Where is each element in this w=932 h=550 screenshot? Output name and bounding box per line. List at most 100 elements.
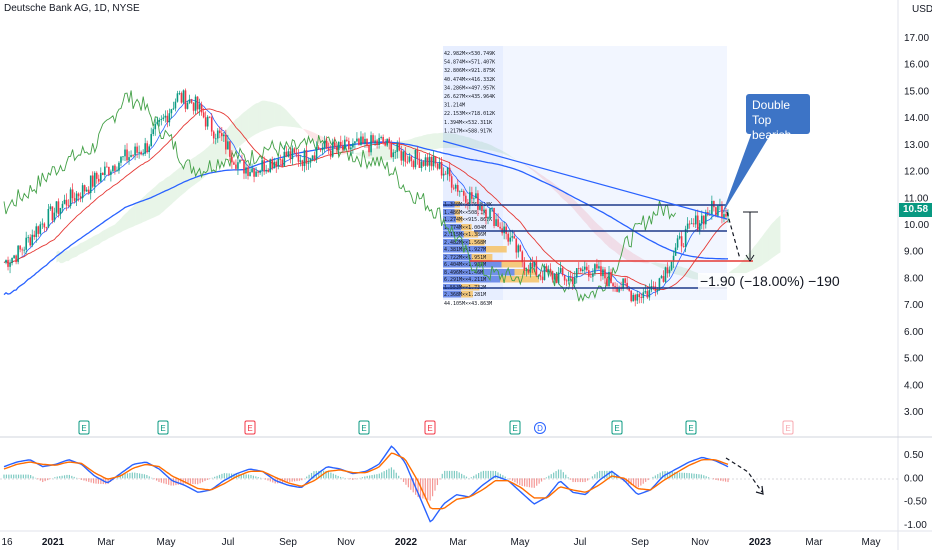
- candle-body: [670, 261, 673, 270]
- macd-hist-bar: [560, 469, 562, 479]
- cloud-segment: [427, 134, 430, 151]
- candle-body: [166, 115, 169, 123]
- candle-body: [241, 159, 243, 161]
- macd-hist-bar: [586, 478, 589, 481]
- event-marker[interactable]: E: [78, 420, 90, 435]
- macd-hist-bar: [603, 470, 606, 479]
- macd-hist-bar: [451, 470, 453, 479]
- event-marker[interactable]: E: [244, 420, 256, 435]
- candle-body: [420, 161, 423, 168]
- macd-hist-bar: [395, 472, 397, 479]
- cloud-segment: [78, 243, 81, 256]
- candle-body: [376, 140, 378, 146]
- time-tick-label: 2021: [42, 537, 65, 548]
- macd-hist-bar: [90, 478, 92, 483]
- cloud-segment: [276, 103, 279, 127]
- macd-hist-bar: [494, 471, 497, 479]
- cloud-segment: [516, 159, 519, 161]
- candle-body: [711, 200, 713, 215]
- macd-hist-bar: [398, 475, 400, 479]
- candle-body: [475, 193, 477, 199]
- candle-body: [212, 131, 215, 139]
- cloud-segment: [203, 148, 206, 178]
- macd-hist-bar: [284, 478, 286, 483]
- time-tick-label: Mar: [449, 537, 467, 548]
- cloud-segment: [582, 208, 585, 223]
- candle-body: [684, 228, 687, 247]
- cloud-segment: [90, 236, 93, 249]
- cloud-segment: [310, 131, 313, 140]
- cloud-segment: [479, 141, 482, 150]
- candle-body: [444, 173, 447, 175]
- candle-body: [547, 269, 550, 273]
- macd-hist-bar: [407, 478, 409, 488]
- macd-hist-bar: [383, 471, 385, 479]
- event-marker[interactable]: E: [509, 420, 521, 435]
- vp-row-label: 6.404M××1.987M: [444, 262, 486, 268]
- macd-hist-bar: [543, 478, 545, 480]
- vp-bar-up: [443, 261, 502, 268]
- macd-hist-bar: [151, 477, 153, 479]
- event-badge: [78, 420, 90, 435]
- macd-hist-bar: [480, 471, 482, 479]
- event-marker[interactable]: E: [685, 420, 697, 435]
- cloud-segment: [86, 238, 89, 251]
- macd-hist-bar: [46, 478, 49, 481]
- macd-hist-bar: [640, 478, 642, 486]
- cloud-segment: [588, 214, 591, 230]
- candle-body: [156, 121, 159, 125]
- event-marker[interactable]: D: [534, 422, 546, 434]
- candle-body: [331, 142, 334, 157]
- event-marker[interactable]: E: [611, 420, 623, 435]
- macd-hist-bar: [10, 474, 12, 479]
- candle-body: [208, 116, 211, 118]
- candle-body: [479, 205, 481, 210]
- macd-hist-bar: [422, 478, 424, 499]
- event-marker[interactable]: E: [358, 420, 370, 435]
- cloud-segment: [191, 157, 194, 187]
- macd-hist-bar: [509, 478, 511, 480]
- cloud-segment: [358, 152, 361, 157]
- event-marker[interactable]: E: [157, 420, 169, 435]
- macd-hist-bar: [243, 474, 245, 479]
- cloud-segment: [679, 266, 682, 276]
- cloud-segment: [449, 133, 452, 148]
- candle-body: [555, 274, 558, 283]
- macd-projection-arrow: [755, 485, 764, 495]
- cloud-segment: [447, 133, 450, 148]
- candle-body: [13, 255, 15, 258]
- cloud-segment: [272, 102, 275, 128]
- cloud-segment: [752, 246, 755, 271]
- macd-hist-bar: [216, 475, 218, 479]
- macd-hist-bar: [107, 478, 109, 484]
- candle-body: [200, 104, 203, 113]
- candle-body: [41, 223, 44, 225]
- cloud-segment: [127, 209, 130, 230]
- cloud-segment: [494, 146, 497, 152]
- cloud-segment: [619, 243, 622, 257]
- candle-body: [269, 159, 272, 172]
- macd-hist-bar: [393, 469, 395, 479]
- candle-body: [110, 171, 112, 175]
- cloud-segment: [564, 191, 567, 203]
- macd-hist-bar: [562, 472, 564, 479]
- cloud-segment: [185, 161, 188, 193]
- event-marker[interactable]: E: [424, 420, 436, 435]
- cloud-segment: [695, 272, 698, 280]
- candle-body: [116, 170, 118, 172]
- macd-hist-bar: [214, 476, 216, 479]
- cloud-segment: [661, 263, 664, 270]
- cloud-segment: [98, 232, 101, 245]
- cloud-segment: [159, 181, 162, 215]
- cloud-segment: [155, 184, 158, 217]
- cloud-segment: [594, 221, 597, 236]
- candle-body: [638, 294, 641, 298]
- cloud-segment: [268, 101, 271, 130]
- double-top-callout[interactable]: Double Top bearish: [746, 94, 810, 142]
- macd-hist-bar: [550, 474, 552, 479]
- macd-hist-bar: [662, 471, 664, 479]
- event-marker[interactable]: E: [782, 420, 794, 435]
- candle-body: [573, 277, 576, 285]
